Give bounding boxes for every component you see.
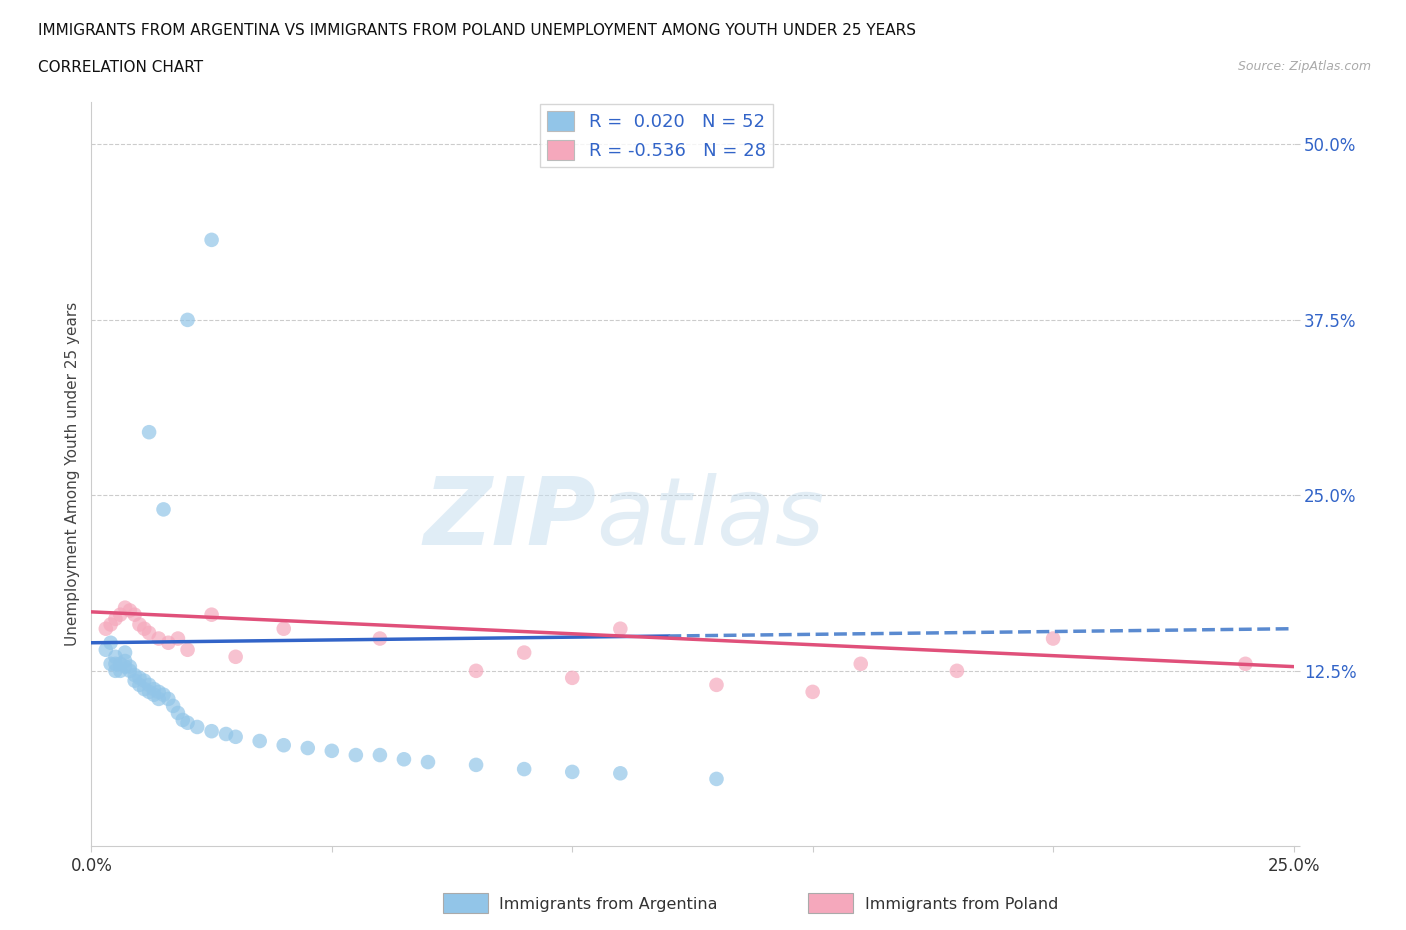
- Point: [104, 611, 127, 626]
- Text: Immigrants from Poland: Immigrants from Poland: [865, 897, 1059, 912]
- Point: [104, 649, 127, 664]
- Point: [94, 643, 117, 658]
- Point: [128, 618, 150, 632]
- Point: [138, 626, 160, 641]
- Point: [128, 671, 150, 685]
- Point: [176, 643, 198, 658]
- Point: [152, 687, 174, 702]
- Point: [706, 772, 728, 787]
- Text: IMMIGRANTS FROM ARGENTINA VS IMMIGRANTS FROM POLAND UNEMPLOYMENT AMONG YOUTH UND: IMMIGRANTS FROM ARGENTINA VS IMMIGRANTS …: [38, 23, 915, 38]
- Point: [609, 621, 631, 636]
- Point: [118, 659, 141, 674]
- Point: [225, 649, 247, 664]
- Point: [134, 621, 156, 636]
- Point: [148, 692, 170, 707]
- Point: [134, 682, 156, 697]
- Point: [152, 502, 174, 517]
- Point: [167, 631, 190, 646]
- Point: [344, 748, 367, 763]
- Point: [134, 673, 156, 688]
- Text: CORRELATION CHART: CORRELATION CHART: [38, 60, 202, 75]
- Point: [142, 682, 165, 697]
- Point: [110, 607, 132, 622]
- Point: [110, 657, 132, 671]
- Point: [148, 631, 170, 646]
- Point: [167, 706, 190, 721]
- Point: [321, 743, 343, 758]
- Point: [368, 748, 391, 763]
- Point: [104, 657, 127, 671]
- Point: [201, 232, 224, 247]
- Point: [249, 734, 271, 749]
- Point: [609, 766, 631, 781]
- Text: ZIP: ZIP: [423, 473, 596, 565]
- Point: [849, 657, 872, 671]
- Point: [706, 677, 728, 692]
- Point: [124, 673, 146, 688]
- Point: [104, 663, 127, 678]
- Point: [801, 684, 824, 699]
- Text: atlas: atlas: [596, 473, 824, 565]
- Point: [273, 737, 295, 752]
- Point: [513, 645, 536, 660]
- Point: [114, 645, 136, 660]
- Point: [513, 762, 536, 777]
- Point: [186, 720, 208, 735]
- Point: [176, 715, 198, 730]
- Point: [100, 618, 122, 632]
- Point: [201, 724, 224, 738]
- Point: [201, 607, 224, 622]
- Point: [561, 764, 583, 779]
- Point: [465, 663, 488, 678]
- Point: [1234, 657, 1257, 671]
- Point: [138, 425, 160, 440]
- Point: [94, 621, 117, 636]
- Point: [172, 712, 194, 727]
- Point: [215, 726, 238, 741]
- Point: [138, 677, 160, 692]
- Point: [176, 312, 198, 327]
- Point: [114, 659, 136, 674]
- Point: [124, 668, 146, 683]
- Point: [138, 684, 160, 699]
- Point: [110, 663, 132, 678]
- Point: [114, 600, 136, 615]
- Point: [162, 698, 184, 713]
- Point: [297, 740, 319, 755]
- Point: [1042, 631, 1064, 646]
- Text: Immigrants from Argentina: Immigrants from Argentina: [499, 897, 717, 912]
- Point: [114, 654, 136, 669]
- Point: [946, 663, 969, 678]
- Point: [142, 687, 165, 702]
- Text: Source: ZipAtlas.com: Source: ZipAtlas.com: [1237, 60, 1371, 73]
- Legend: R =  0.020   N = 52, R = -0.536   N = 28: R = 0.020 N = 52, R = -0.536 N = 28: [540, 104, 773, 167]
- Point: [561, 671, 583, 685]
- Point: [124, 607, 146, 622]
- Point: [100, 635, 122, 650]
- Point: [273, 621, 295, 636]
- Point: [392, 751, 415, 766]
- Point: [465, 757, 488, 772]
- Point: [225, 729, 247, 744]
- Point: [157, 692, 180, 707]
- Point: [118, 603, 141, 618]
- Point: [100, 657, 122, 671]
- Point: [368, 631, 391, 646]
- Point: [148, 684, 170, 699]
- Point: [128, 677, 150, 692]
- Point: [416, 754, 439, 769]
- Y-axis label: Unemployment Among Youth under 25 years: Unemployment Among Youth under 25 years: [65, 302, 80, 646]
- Point: [118, 663, 141, 678]
- Point: [157, 635, 180, 650]
